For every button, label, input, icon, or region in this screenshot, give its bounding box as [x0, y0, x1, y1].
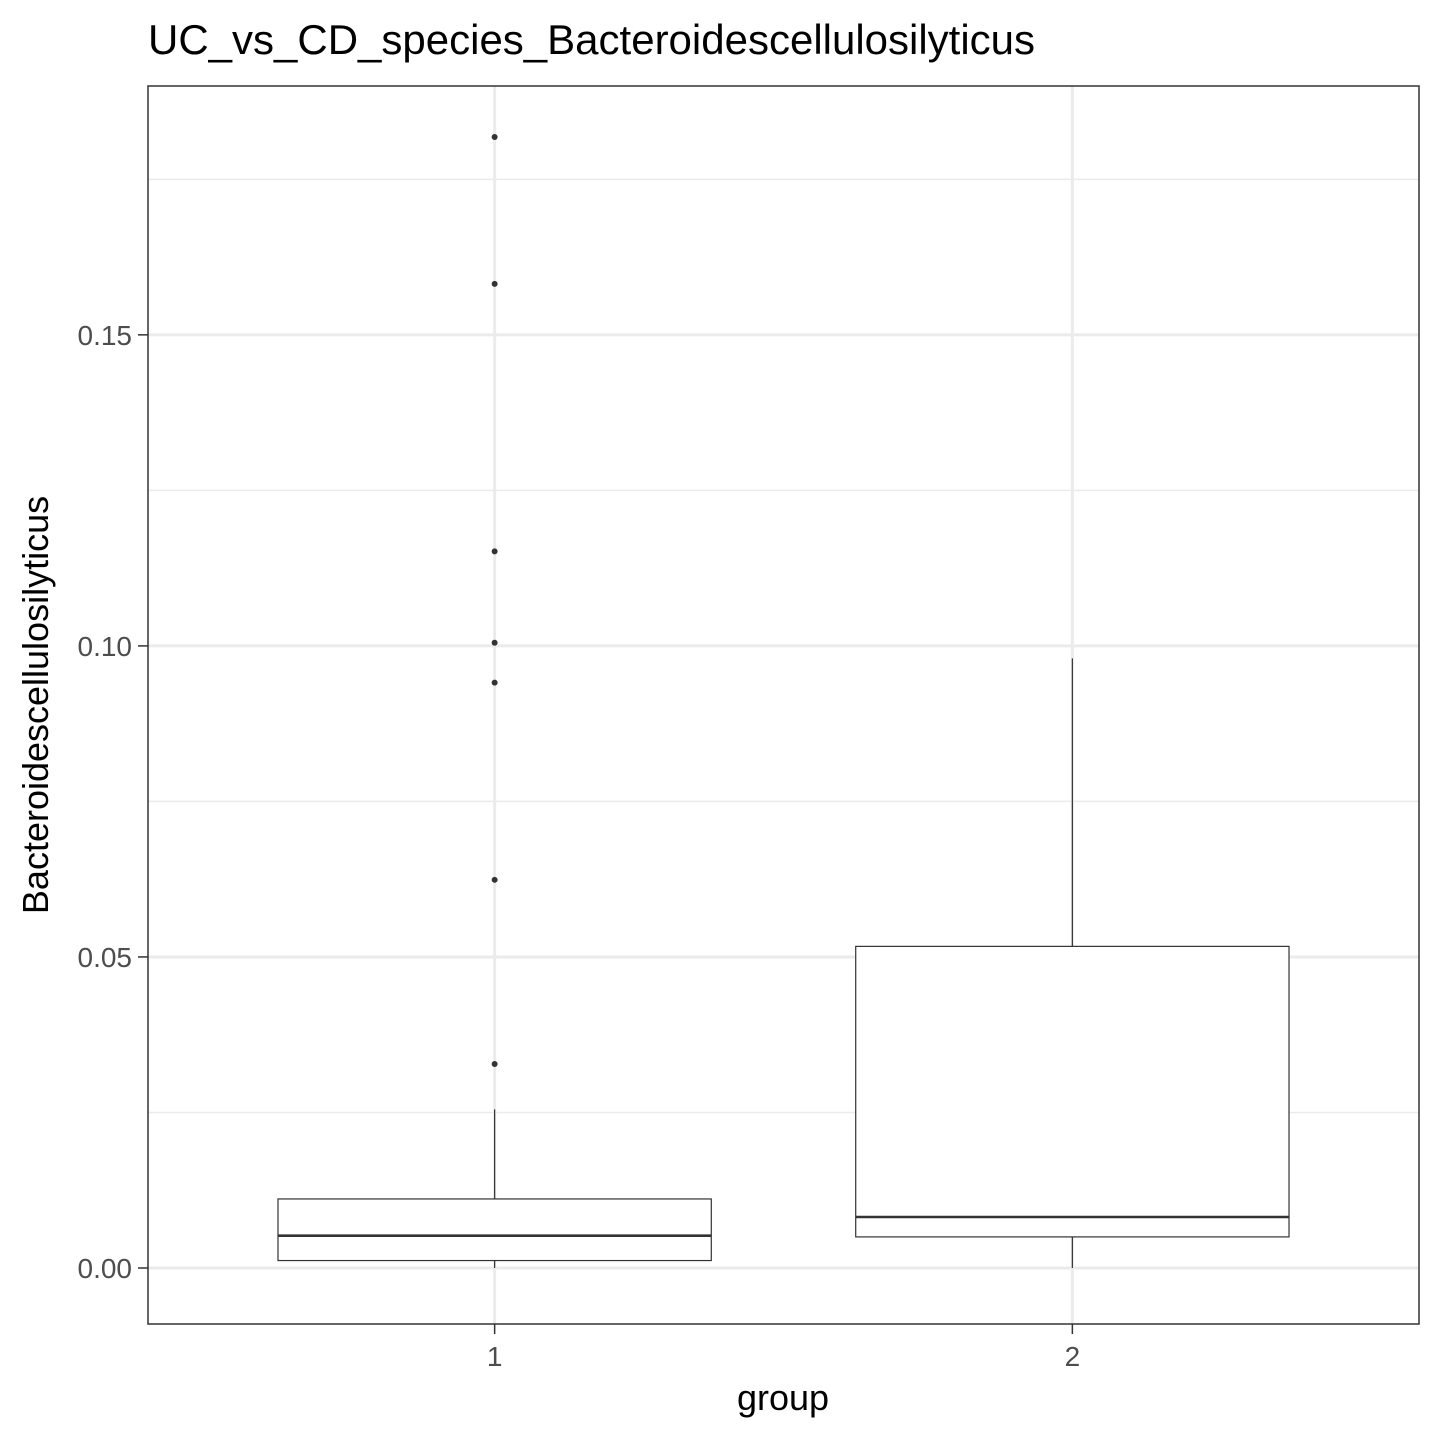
box-iqr	[855, 945, 1290, 1238]
outlier-point	[491, 134, 498, 141]
box-group-1	[277, 134, 712, 1269]
outlier-point	[491, 679, 498, 686]
y-tick-label: 0.00	[78, 1253, 133, 1284]
x-axis-title: group	[737, 1377, 829, 1418]
y-tick-label: 0.05	[78, 942, 133, 973]
axes: 0.00 0.05 0.10 0.15 1 2	[78, 320, 1081, 1372]
box-iqr	[277, 1198, 712, 1262]
chart-title: UC_vs_CD_species_Bacteroidescellulosilyt…	[148, 16, 1035, 63]
outlier-point	[491, 280, 498, 287]
box-group-2	[855, 658, 1290, 1269]
boxes	[277, 134, 1290, 1269]
x-tick-label: 1	[487, 1341, 503, 1372]
y-tick-label: 0.15	[78, 320, 133, 351]
outlier-point	[491, 639, 498, 646]
y-axis-title: Bacteroidescellulosilyticus	[15, 496, 56, 914]
y-tick-label: 0.10	[78, 631, 133, 662]
x-tick-label: 2	[1065, 1341, 1081, 1372]
outlier-point	[491, 548, 498, 555]
panel-border	[147, 85, 1420, 1325]
outlier-point	[491, 876, 498, 883]
outlier-point	[491, 1060, 498, 1067]
